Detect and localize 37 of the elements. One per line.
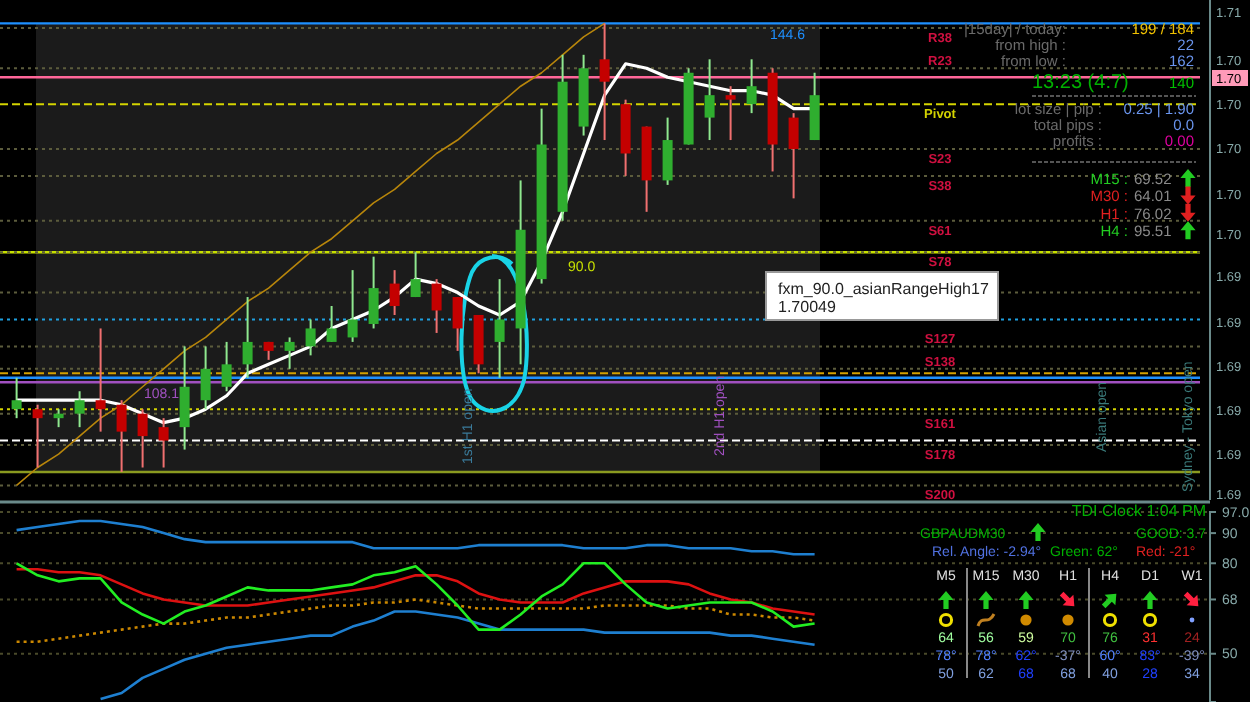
candlestick bbox=[809, 71, 820, 142]
candlestick bbox=[725, 85, 736, 142]
candlestick bbox=[200, 345, 211, 411]
annotation: 1.70049 bbox=[778, 298, 837, 316]
candlestick bbox=[494, 278, 505, 379]
candlestick bbox=[347, 269, 358, 343]
candlestick bbox=[410, 251, 421, 299]
candlestick bbox=[179, 345, 190, 451]
line-series bbox=[15, 561, 816, 631]
candlestick bbox=[431, 278, 442, 334]
candlestick bbox=[32, 403, 43, 469]
candlestick bbox=[326, 305, 337, 343]
candlestick bbox=[221, 340, 232, 393]
candlestick bbox=[788, 112, 799, 200]
text: TDI Clock 1:04 PM bbox=[1071, 502, 1207, 520]
candlestick bbox=[305, 318, 316, 357]
candlestick bbox=[284, 336, 295, 370]
candlestick bbox=[137, 408, 148, 469]
candlestick bbox=[389, 269, 400, 316]
line-series bbox=[15, 568, 816, 616]
candlestick bbox=[599, 22, 610, 142]
candlestick bbox=[368, 255, 379, 330]
line-series bbox=[99, 610, 816, 701]
candlestick bbox=[74, 390, 85, 429]
candlestick bbox=[116, 399, 127, 473]
candlestick bbox=[452, 296, 463, 352]
candlestick bbox=[704, 58, 715, 142]
candlestick bbox=[95, 327, 106, 433]
candlestick bbox=[746, 58, 757, 115]
line-series bbox=[15, 519, 816, 556]
line-series bbox=[15, 598, 816, 643]
annotation: fxm_90.0_asianRangeHigh17 bbox=[778, 280, 990, 298]
text: 13:23 (4:7) bbox=[1032, 72, 1129, 94]
candlestick bbox=[662, 116, 673, 186]
candlestick bbox=[242, 296, 253, 379]
candlestick bbox=[11, 376, 22, 420]
candlestick bbox=[158, 417, 169, 469]
